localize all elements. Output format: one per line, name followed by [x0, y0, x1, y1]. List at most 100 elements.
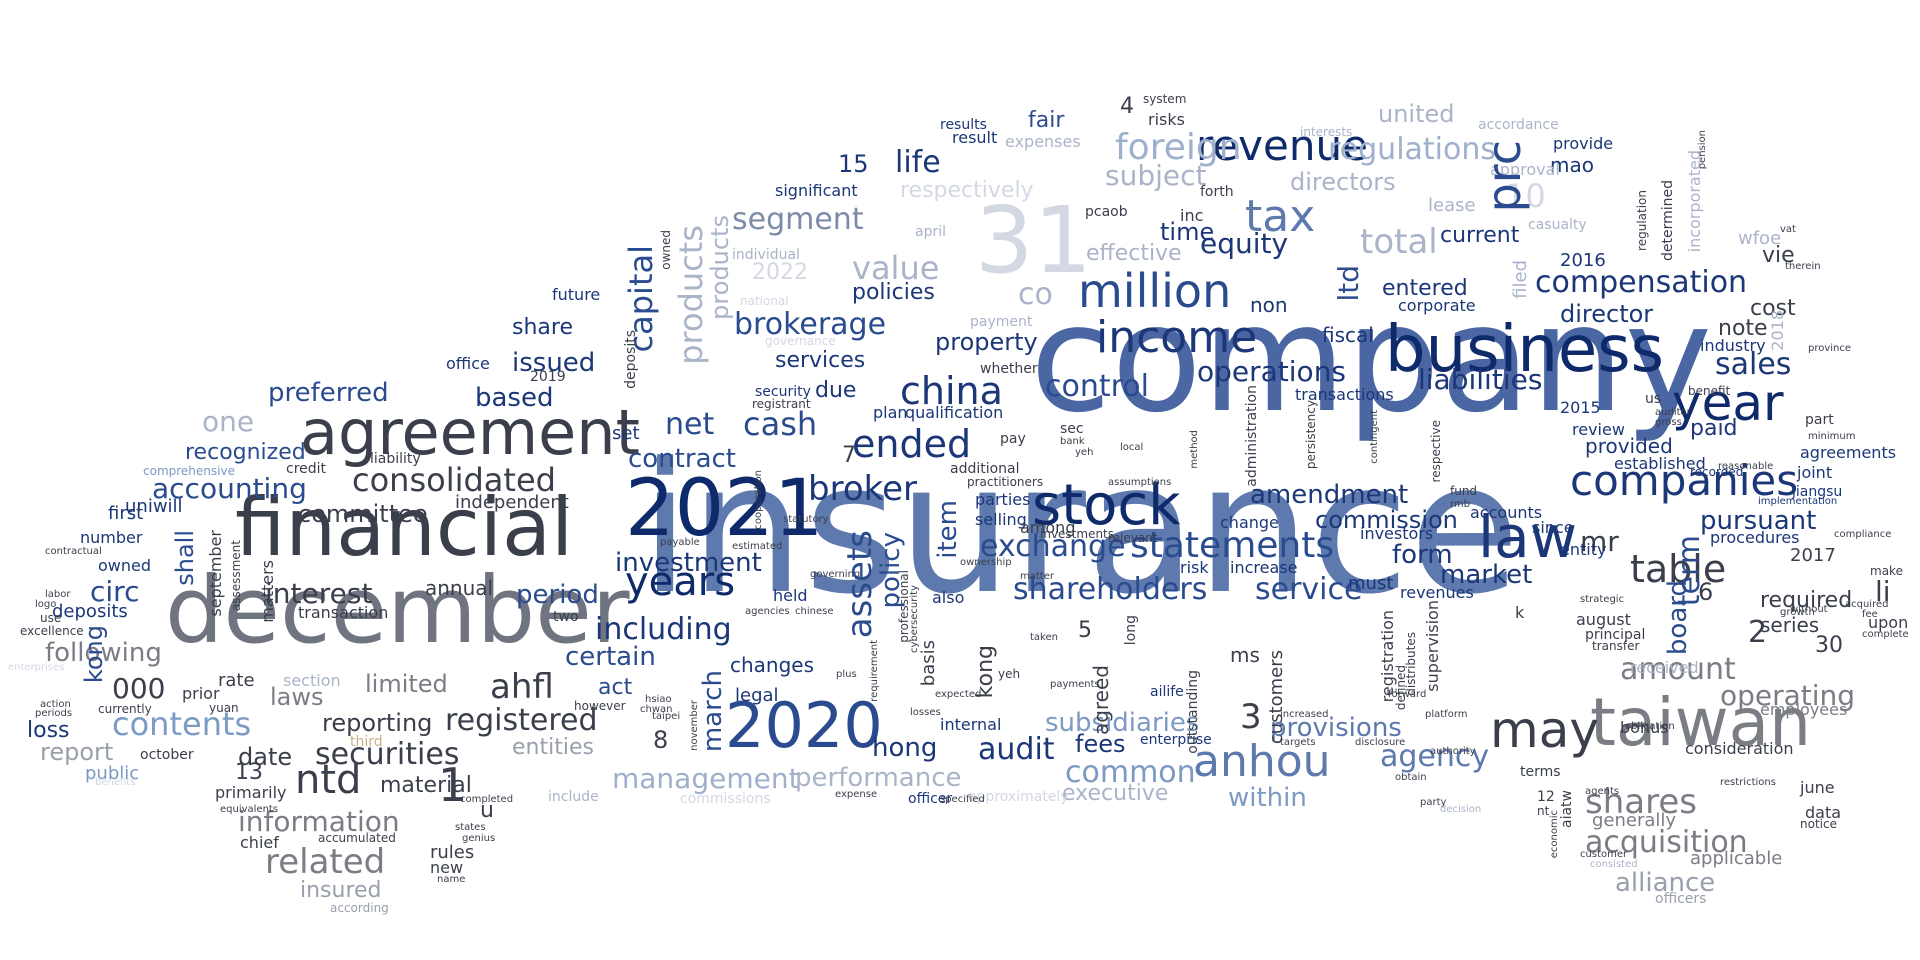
- word-performance: performance: [795, 763, 962, 793]
- word-issued: issued: [512, 348, 596, 378]
- word-forth: forth: [1200, 184, 1234, 200]
- word-third: third: [350, 734, 383, 750]
- word-time: time: [1160, 218, 1215, 246]
- word-acquisition: acquisition: [1585, 825, 1748, 860]
- word-circ: circ: [90, 575, 140, 608]
- word-recorded: recorded: [1690, 465, 1744, 479]
- word-paid: paid: [1690, 416, 1738, 441]
- word-8: 8: [653, 726, 669, 754]
- word-agency: agency: [1380, 739, 1490, 774]
- word-revenue: revenue: [1196, 121, 1368, 170]
- word-equity: equity: [1200, 227, 1289, 260]
- word-gross: gross: [1655, 417, 1682, 428]
- word-vie: vie: [1762, 243, 1795, 268]
- word-fund: fund: [1450, 484, 1478, 498]
- word-mao: mao: [1550, 153, 1594, 177]
- word-industry: industry: [1700, 336, 1766, 355]
- word-forward: forward: [1388, 689, 1427, 700]
- word-ownership: ownership: [960, 557, 1012, 568]
- word-customer: customer: [1580, 849, 1628, 860]
- word-property: property: [935, 328, 1038, 356]
- word-wfoe: wfoe: [1738, 228, 1782, 249]
- word-new: new: [430, 858, 464, 877]
- word-period: period: [516, 580, 599, 610]
- word-15: 15: [838, 150, 869, 178]
- word-party: party: [1420, 797, 1447, 808]
- word-cybersecurity: cybersecurity: [909, 585, 920, 653]
- word-inc: inc: [1180, 206, 1204, 225]
- word-complete: complete: [1862, 629, 1909, 640]
- word-revenues: revenues: [1400, 583, 1474, 602]
- word-additional: additional: [950, 461, 1020, 477]
- word-governance: governance: [765, 334, 836, 348]
- word-vat: vat: [1780, 224, 1796, 235]
- word-accordance: accordance: [1478, 117, 1559, 133]
- word-accounts: accounts: [1470, 503, 1543, 522]
- word-entered: entered: [1382, 276, 1468, 301]
- word-according: according: [330, 901, 389, 915]
- word-officer: officer: [908, 791, 953, 807]
- word-agreed: agreed: [1089, 665, 1113, 736]
- word-transaction: transaction: [298, 603, 389, 622]
- word-pursuant: pursuant: [1700, 506, 1817, 536]
- word-transfer: transfer: [1592, 639, 1640, 653]
- word-recognized: recognized: [185, 440, 306, 465]
- word-respectively: respectively: [900, 178, 1034, 203]
- word-one: one: [202, 405, 255, 438]
- word-data: data: [1805, 803, 1842, 822]
- word-minimum: minimum: [1808, 431, 1856, 442]
- word-contractual: contractual: [45, 546, 102, 557]
- word-make: make: [1870, 564, 1903, 578]
- word-ahfl: ahfl: [490, 667, 554, 707]
- word-stock: stock: [1032, 473, 1181, 538]
- word-nt: nt: [1537, 804, 1550, 818]
- word-strategic: strategic: [1580, 594, 1625, 605]
- word-terms: terms: [1520, 764, 1561, 780]
- word-cooperation: cooperation: [753, 470, 764, 530]
- word-ailife: ailife: [1150, 684, 1184, 700]
- word-taiwan: taiwan: [1590, 684, 1811, 761]
- word-ms: ms: [1230, 643, 1260, 667]
- word-co: co: [1018, 277, 1053, 312]
- word-hsiao: hsiao: [645, 694, 672, 705]
- word-united: united: [1378, 100, 1455, 128]
- word-currently: currently: [98, 702, 152, 716]
- word-13: 13: [235, 760, 263, 785]
- word-company: company: [1030, 273, 1713, 445]
- word-2021: 2021: [625, 464, 824, 554]
- word-total: total: [1360, 222, 1438, 262]
- word-alliance: alliance: [1615, 868, 1716, 898]
- word-owned: owned: [98, 556, 152, 575]
- word-without: without: [1790, 604, 1828, 615]
- word-liability: liability: [370, 451, 421, 467]
- word-option: yeh: [998, 667, 1021, 681]
- word-established: established: [1614, 454, 1706, 473]
- word-corporate: corporate: [1398, 296, 1476, 315]
- word-investors: investors: [1360, 524, 1434, 543]
- word-12: 12: [1537, 789, 1555, 805]
- word-director: director: [1560, 300, 1654, 328]
- word-genius: genius: [462, 833, 496, 844]
- word-4: 4: [1120, 94, 1134, 119]
- word-agreements: agreements: [1800, 443, 1897, 462]
- word-authority: authority: [1430, 746, 1476, 757]
- word-accumulated: accumulated: [318, 831, 396, 845]
- word-august: august: [1576, 610, 1631, 629]
- word-also: also: [932, 588, 965, 607]
- word-method: method: [1189, 430, 1200, 469]
- word-two: two: [553, 609, 579, 625]
- word-note: note: [1718, 316, 1768, 341]
- word-deposits: deposits: [52, 601, 128, 622]
- word-compliance: compliance: [1834, 529, 1892, 540]
- word-liabilities: liabilities: [1418, 363, 1543, 396]
- word-payment: payment: [970, 314, 1033, 330]
- word-section: section: [283, 671, 341, 690]
- word-excellence: excellence: [20, 624, 84, 638]
- word-increase: increase: [1230, 558, 1298, 577]
- word-set: set: [612, 423, 640, 444]
- word-series: series: [1760, 613, 1820, 637]
- word-states: states: [455, 822, 486, 833]
- word-6: 6: [1698, 578, 1714, 606]
- word-reasonable: reasonable: [1718, 461, 1774, 472]
- word-activities: products: [706, 215, 734, 320]
